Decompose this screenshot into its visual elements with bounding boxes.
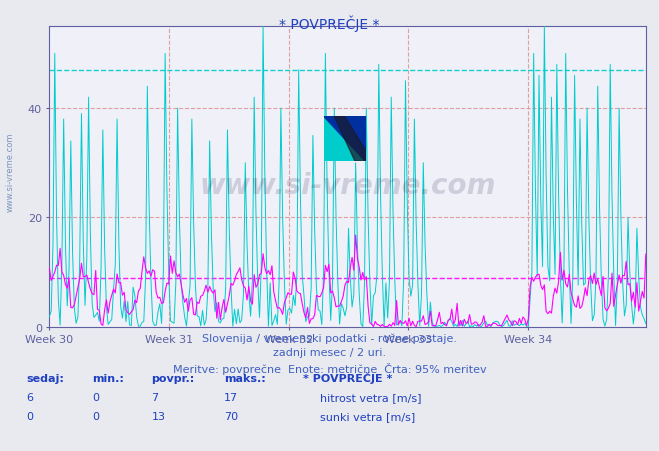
Text: 17: 17 — [224, 392, 238, 402]
Text: 70: 70 — [224, 411, 238, 421]
Text: * POVPREČJE *: * POVPREČJE * — [279, 16, 380, 32]
Text: hitrost vetra [m/s]: hitrost vetra [m/s] — [320, 392, 421, 402]
Text: sunki vetra [m/s]: sunki vetra [m/s] — [320, 411, 415, 421]
Text: sedaj:: sedaj: — [26, 373, 64, 383]
Bar — [324, 117, 345, 139]
Polygon shape — [324, 117, 366, 162]
Text: www.si-vreme.com: www.si-vreme.com — [5, 132, 14, 211]
Polygon shape — [334, 117, 366, 162]
Text: Meritve: povprečne  Enote: metrične  Črta: 95% meritev: Meritve: povprečne Enote: metrične Črta:… — [173, 362, 486, 374]
Polygon shape — [324, 117, 366, 162]
Text: min.:: min.: — [92, 373, 124, 383]
Text: 7: 7 — [152, 392, 159, 402]
Bar — [345, 117, 366, 139]
Text: 0: 0 — [92, 411, 100, 421]
Text: maks.:: maks.: — [224, 373, 266, 383]
Text: 0: 0 — [26, 411, 34, 421]
Text: * POVPREČJE *: * POVPREČJE * — [303, 371, 393, 383]
Text: 13: 13 — [152, 411, 165, 421]
Text: www.si-vreme.com: www.si-vreme.com — [200, 172, 496, 200]
Text: 6: 6 — [26, 392, 34, 402]
Text: 0: 0 — [92, 392, 100, 402]
Text: zadnji mesec / 2 uri.: zadnji mesec / 2 uri. — [273, 347, 386, 357]
Text: Slovenija / vremenski podatki - ročne postaje.: Slovenija / vremenski podatki - ročne po… — [202, 333, 457, 343]
Text: povpr.:: povpr.: — [152, 373, 195, 383]
